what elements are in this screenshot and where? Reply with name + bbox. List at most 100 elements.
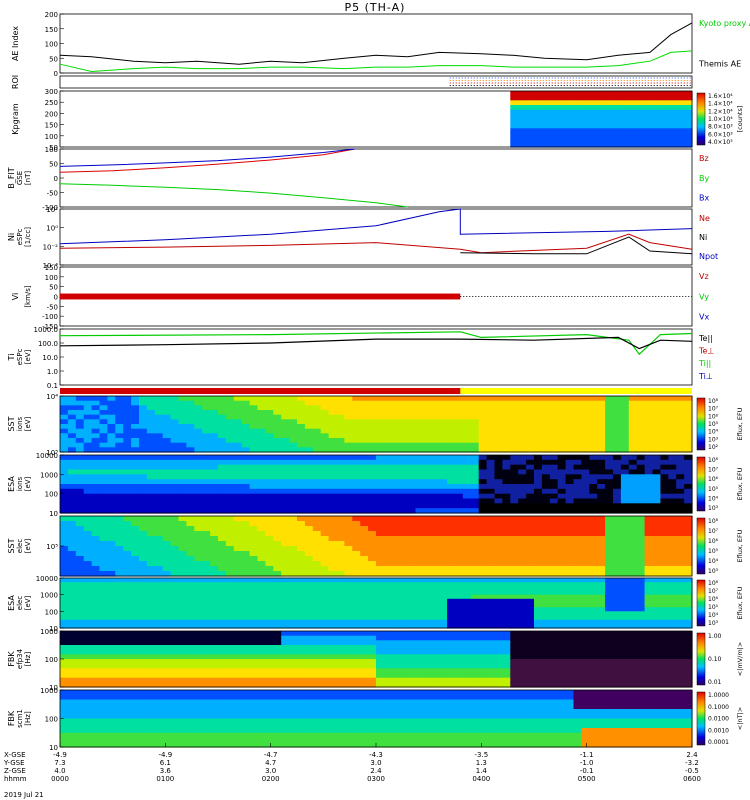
spectro-cell [360, 396, 369, 401]
spectro-cell [76, 654, 85, 659]
spectro-cell [305, 401, 314, 406]
spectro-cell [566, 521, 575, 527]
spectro-cell [368, 678, 377, 683]
spectro-cell [526, 396, 535, 401]
spectro-cell [495, 526, 504, 532]
spectro-cell [100, 546, 109, 552]
spectro-cell [337, 541, 346, 547]
spectro-cell [60, 599, 69, 604]
spectro-cell [416, 578, 425, 583]
spectro-cell [668, 110, 677, 115]
spectro-cell [226, 401, 235, 406]
spectro-cell [250, 616, 259, 621]
spectro-cell [210, 429, 219, 434]
spectro-cell [439, 438, 448, 443]
spectro-cell [534, 138, 543, 143]
spectro-cell [550, 591, 559, 596]
spectro-cell [684, 396, 693, 401]
spectro-cell [352, 603, 361, 608]
spectro-cell [163, 616, 172, 621]
spectro-cell [384, 429, 393, 434]
spectro-cell [368, 455, 377, 460]
spectro-cell [479, 654, 488, 659]
spectro-cell [589, 460, 598, 465]
spectro-cell [123, 645, 132, 650]
spectro-cell [621, 455, 630, 460]
spectro-cell [471, 668, 480, 673]
spectro-cell [542, 460, 551, 465]
spectro-cell [384, 521, 393, 527]
spectro-cell [416, 659, 425, 664]
spectro-cell [621, 521, 630, 527]
spectro-cell [68, 541, 77, 547]
spectro-cell [416, 516, 425, 522]
spectro-cell [60, 479, 69, 484]
spectro-cell [321, 516, 330, 522]
spectro-cell [84, 591, 93, 596]
spectro-cell [613, 607, 622, 612]
spectro-cell [265, 620, 274, 625]
spectro-cell [447, 484, 456, 489]
spectro-cell [487, 595, 496, 600]
spectro-cell [495, 415, 504, 420]
spectro-cell [186, 654, 195, 659]
spectro-cell [431, 620, 440, 625]
spectro-cell [131, 455, 140, 460]
spectro-cell [210, 424, 219, 429]
spectro-cell [123, 536, 132, 542]
spectro-cell [210, 664, 219, 669]
spectro-cell [115, 603, 124, 608]
spectro-cell [416, 566, 425, 572]
spectro-cell [392, 561, 401, 567]
spectro-cell [179, 443, 188, 448]
spectro-cell [550, 405, 559, 410]
spectro-cell [171, 536, 180, 542]
spectro-cell [313, 556, 322, 562]
spectro-cell [289, 433, 298, 438]
spectro-cell [605, 595, 614, 600]
spectro-cell [305, 673, 314, 678]
spectro-cell [273, 443, 282, 448]
spectro-cell [250, 415, 259, 420]
spectro-cell [186, 460, 195, 465]
spectro-cell [581, 536, 590, 542]
spectro-cell [439, 616, 448, 621]
spectro-cell [613, 526, 622, 532]
spectro-cell [313, 664, 322, 669]
spectro-cell [60, 546, 69, 552]
spectro-cell [352, 489, 361, 494]
spectro-cell [613, 105, 622, 110]
spectro-cell [447, 470, 456, 475]
spectro-cell [139, 611, 148, 616]
spectro-cell [250, 396, 259, 401]
spectro-cell [431, 455, 440, 460]
spectro-cell [668, 124, 677, 129]
spectro-cell [115, 551, 124, 557]
spectro-cell [163, 650, 172, 655]
spectro-cell [305, 410, 314, 415]
spectro-cell [423, 470, 432, 475]
spectro-cell [123, 673, 132, 678]
spectro-cell [115, 636, 124, 641]
spectro-cell [597, 582, 606, 587]
spectro-cell [321, 640, 330, 645]
spectro-cell [100, 591, 109, 596]
spectro-cell [581, 551, 590, 557]
spectro-cell [76, 516, 85, 522]
spectro-cell [242, 640, 251, 645]
spectro-cell [360, 484, 369, 489]
spectro-cell [566, 128, 575, 133]
spectro-cell [581, 603, 590, 608]
spectro-cell [431, 516, 440, 522]
spectro-cell [179, 465, 188, 470]
spectro-cell [313, 494, 322, 499]
spectro-cell [100, 460, 109, 465]
spectro-cell [337, 668, 346, 673]
spectro-cell [605, 503, 614, 508]
spectro-cell [653, 133, 662, 138]
spectro-cell [455, 582, 464, 587]
spectro-cell [518, 516, 527, 522]
spectro-cell [171, 578, 180, 583]
spectro-cell [76, 438, 85, 443]
spectro-cell [534, 119, 543, 124]
